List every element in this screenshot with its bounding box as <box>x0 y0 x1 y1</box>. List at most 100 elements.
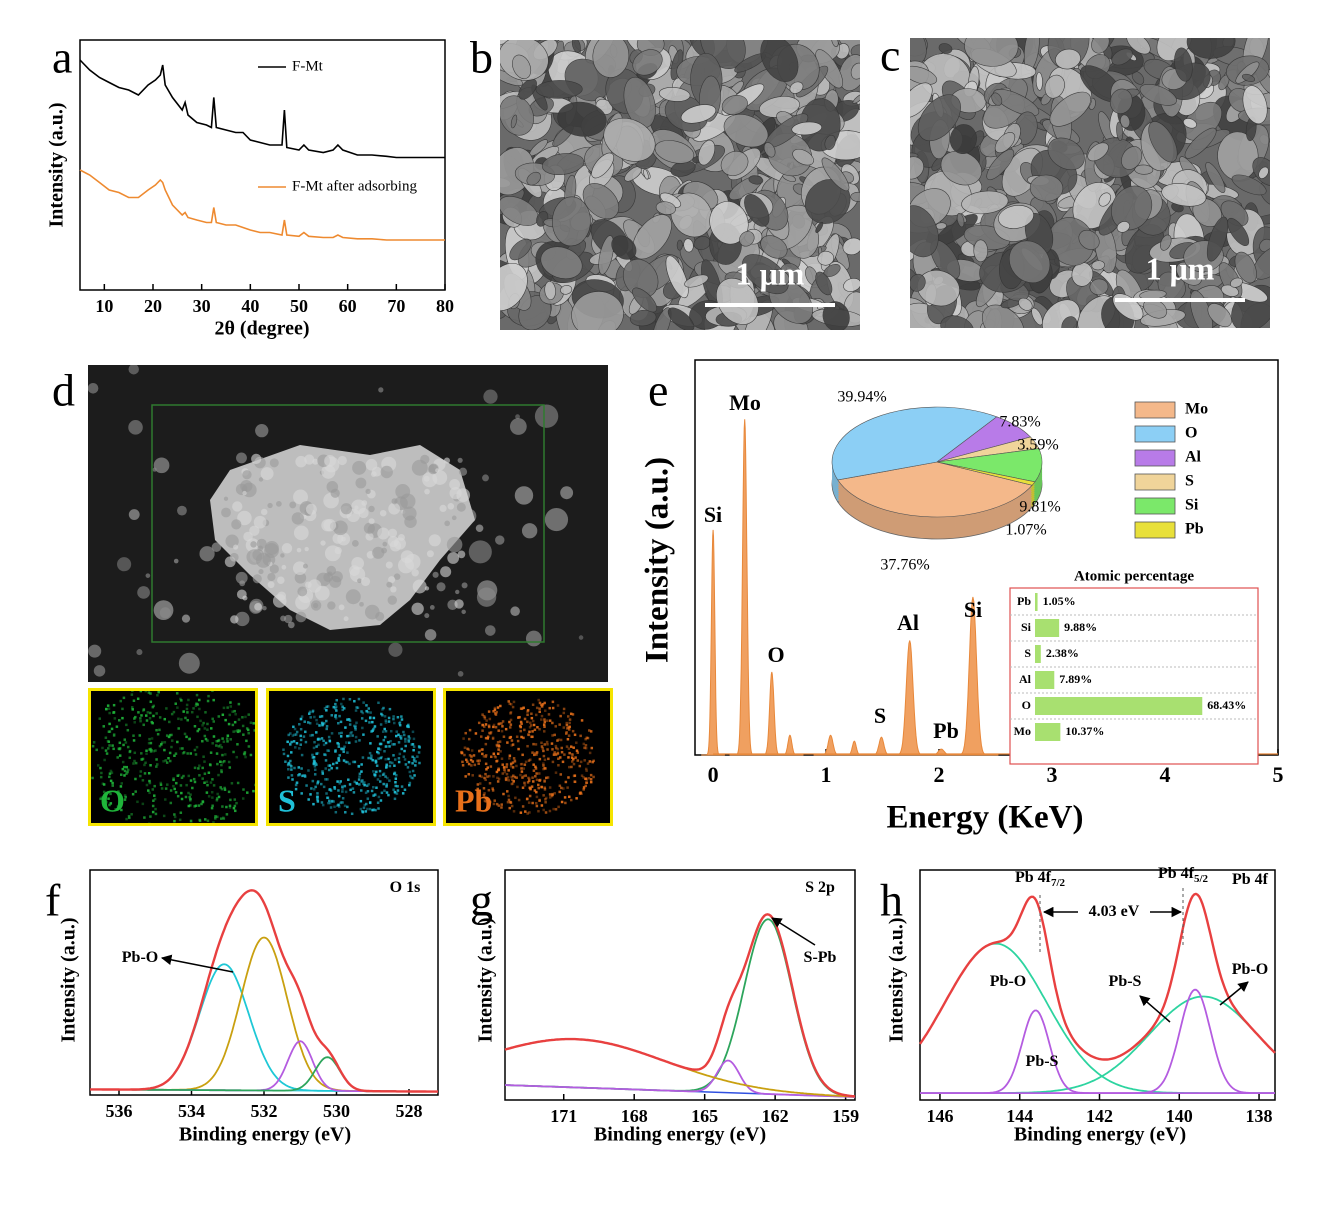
map-dot <box>396 716 400 719</box>
particle-texture <box>411 602 424 615</box>
map-dot <box>495 710 498 714</box>
map-dot <box>354 724 357 727</box>
map-dot <box>319 782 323 786</box>
map-dot <box>501 720 505 723</box>
particle <box>534 404 559 428</box>
map-dot <box>163 741 167 744</box>
map-dot <box>189 752 193 755</box>
map-dot <box>107 797 110 800</box>
grain <box>850 62 860 80</box>
map-dot <box>229 798 232 802</box>
x-tick-label: 20 <box>144 296 162 316</box>
map-dot <box>411 755 414 759</box>
map-dot <box>535 795 539 799</box>
map-dot <box>243 751 247 754</box>
map-dot <box>583 759 586 762</box>
map-dot <box>348 783 352 786</box>
map-dot <box>120 773 123 776</box>
map-dot <box>211 717 214 721</box>
particle-texture <box>428 464 439 475</box>
map-dot <box>534 767 538 770</box>
map-dot <box>489 765 493 768</box>
map-dot <box>172 777 175 780</box>
x-tick-label: 146 <box>926 1106 953 1126</box>
map-dot <box>408 770 412 774</box>
grain <box>720 150 749 176</box>
map-dot <box>154 683 157 686</box>
map-dot <box>519 762 523 766</box>
map-dot <box>396 785 399 788</box>
map-dot <box>395 773 398 777</box>
map-dot <box>106 739 110 743</box>
map-dot <box>556 747 560 751</box>
map-dot <box>519 773 522 777</box>
map-dot <box>569 745 573 748</box>
grain <box>676 239 683 251</box>
plot-frame <box>504 869 856 1101</box>
map-dot <box>531 776 534 779</box>
map-dot <box>463 746 467 749</box>
map-dot <box>406 725 409 728</box>
map-dot <box>322 739 325 743</box>
map-dot <box>490 755 493 759</box>
particle-texture <box>326 481 339 493</box>
map-dot <box>531 719 535 723</box>
map-dot <box>557 738 560 741</box>
map-dot <box>164 787 168 790</box>
map-dot <box>538 727 541 731</box>
map-dot <box>336 741 339 745</box>
map-dot <box>400 715 403 718</box>
map-dot <box>282 748 285 751</box>
map-dot <box>230 782 234 785</box>
map-dot <box>360 717 364 720</box>
map-dot <box>340 747 343 750</box>
map-dot <box>287 768 290 771</box>
map-dot <box>134 715 137 719</box>
map-dot <box>177 727 180 730</box>
map-dot <box>580 719 584 722</box>
grain <box>632 287 658 313</box>
map-dot <box>168 759 172 763</box>
map-dot <box>194 704 198 708</box>
map-dot <box>392 717 395 721</box>
particle-texture <box>411 569 419 577</box>
map-dot <box>313 740 316 744</box>
map-dot <box>389 729 393 733</box>
map-dot <box>128 750 132 754</box>
map-dot <box>194 804 198 808</box>
map-dot <box>484 742 488 746</box>
x-tick-label: 10 <box>95 296 113 316</box>
map-dot <box>387 793 390 797</box>
map-dot <box>508 726 512 729</box>
map-dot <box>551 792 554 796</box>
map-dot <box>532 780 535 783</box>
grain <box>1091 38 1110 54</box>
map-dot <box>183 732 187 736</box>
map-dot <box>370 789 374 793</box>
particle <box>476 587 497 607</box>
map-dot <box>194 753 198 756</box>
map-dot <box>560 786 563 790</box>
map-dot <box>206 728 209 731</box>
grain <box>552 196 591 247</box>
map-dot <box>167 735 171 739</box>
map-dot <box>139 717 142 720</box>
particle-texture <box>457 550 466 559</box>
map-dot <box>311 709 315 713</box>
map-dot <box>550 742 554 745</box>
map-dot <box>212 784 216 787</box>
map-dot <box>320 737 324 740</box>
particle-texture <box>404 553 421 570</box>
map-dot <box>510 744 514 747</box>
map-dot <box>108 722 111 726</box>
map-dot <box>318 715 322 718</box>
map-dot <box>385 763 388 767</box>
map-dot <box>316 792 319 795</box>
map-dot <box>343 745 346 749</box>
map-dot <box>150 737 154 740</box>
map-dot <box>101 782 105 785</box>
map-dot <box>244 715 247 719</box>
map-dot <box>84 756 87 759</box>
map-dot <box>212 698 215 702</box>
map-dot <box>514 796 517 800</box>
